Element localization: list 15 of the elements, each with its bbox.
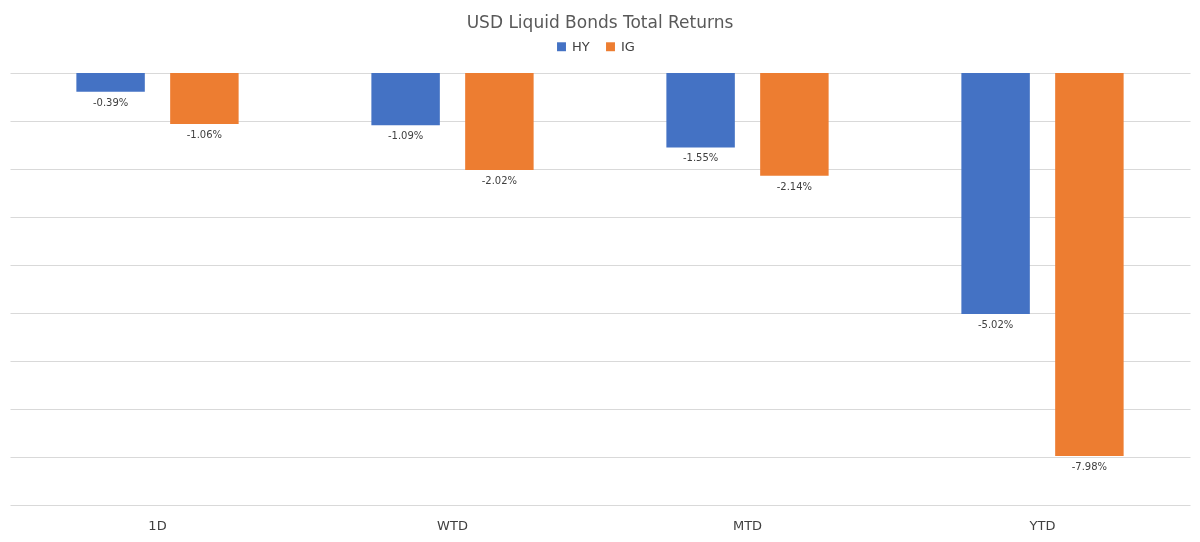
data-label: -7.98% bbox=[1071, 461, 1108, 473]
data-label: -1.55% bbox=[682, 152, 719, 164]
x-tick-label: YTD bbox=[1028, 517, 1056, 533]
x-tick-label: 1D bbox=[148, 517, 167, 533]
legend-label: IG bbox=[621, 38, 635, 54]
data-label: -0.39% bbox=[92, 96, 129, 108]
data-label: -2.14% bbox=[776, 180, 813, 192]
x-tick-label: MTD bbox=[732, 517, 763, 533]
x-tick-label: WTD bbox=[437, 517, 468, 533]
data-label: -5.02% bbox=[977, 318, 1014, 330]
data-label: -2.02% bbox=[481, 174, 518, 186]
chart-title: USD Liquid Bonds Total Returns bbox=[466, 12, 734, 32]
data-label: -1.09% bbox=[387, 130, 424, 142]
data-label: -1.06% bbox=[186, 128, 223, 140]
legend-label: HY bbox=[572, 38, 590, 54]
